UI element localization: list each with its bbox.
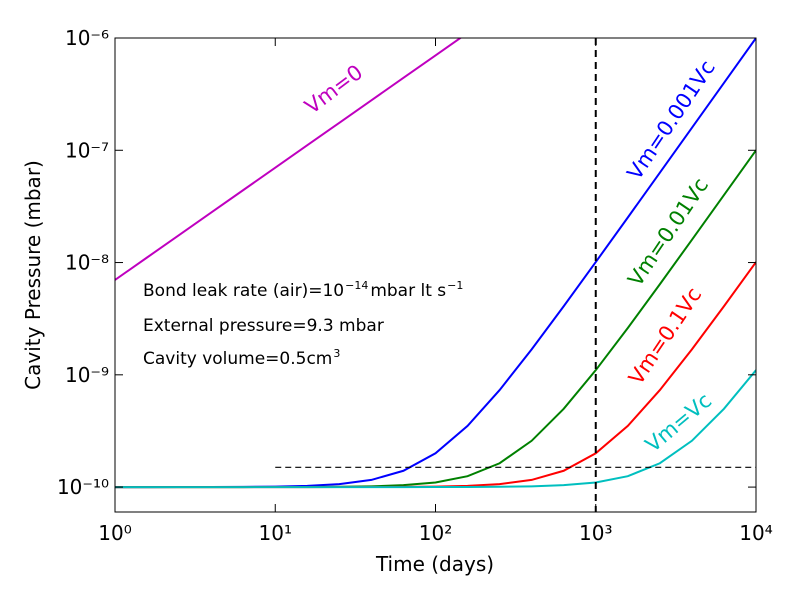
- annotation: External pressure=9.3 mbar: [143, 316, 384, 336]
- annotation-part: mbar lt s: [370, 281, 446, 301]
- x-tick-label: 10¹: [259, 521, 292, 545]
- x-axis-label: Time (days): [375, 552, 494, 576]
- y-tick-label: 10⁻⁶: [65, 26, 109, 50]
- x-tick-label: 10²: [419, 521, 452, 545]
- series-label: Vm=0.1Vc: [624, 283, 706, 389]
- series-label: Vm=0.001Vc: [623, 56, 720, 184]
- superscript: 3: [333, 347, 340, 360]
- annotation-part: 10: [322, 281, 344, 301]
- x-tick-label: 10³: [579, 521, 612, 545]
- y-tick-label: 10⁻⁹: [65, 363, 109, 387]
- x-tick-label: 10⁰: [98, 521, 131, 545]
- annotation-part: Cavity volume=0.5cm: [143, 349, 332, 369]
- y-tick-label: 10⁻⁸: [65, 251, 109, 275]
- superscript: −14: [345, 279, 368, 292]
- annotation: Bond leak rate (air)=10−14 mbar lt s−1: [143, 279, 463, 301]
- annotation-part: Bond leak rate (air)=: [143, 281, 322, 301]
- y-tick-label: 10⁻¹⁰: [57, 475, 109, 499]
- y-tick-label: 10⁻⁷: [65, 138, 109, 162]
- x-tick-label: 10⁴: [739, 521, 772, 545]
- superscript: −1: [447, 279, 463, 292]
- y-axis-label: Cavity Pressure (mbar): [21, 160, 45, 390]
- annotation: Cavity volume=0.5cm3: [143, 347, 340, 369]
- line-series: [115, 38, 463, 281]
- annotation-part: External pressure=9.3 mbar: [143, 316, 384, 336]
